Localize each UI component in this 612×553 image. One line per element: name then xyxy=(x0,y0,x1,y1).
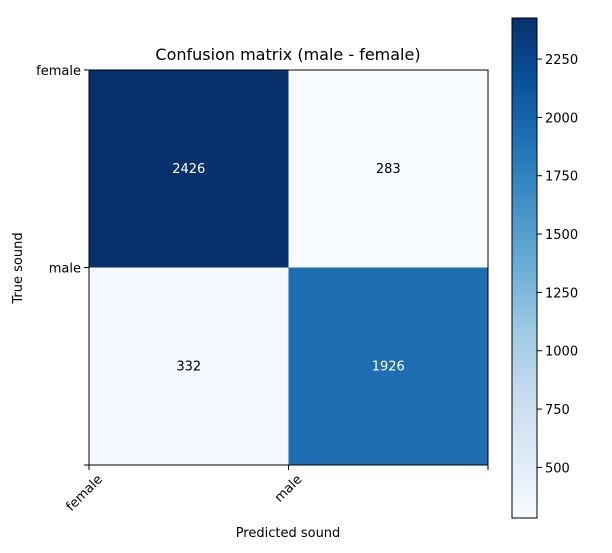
colorbar-ticks: 500 750 1000 1250 1500 1750 2000 2250 xyxy=(537,53,578,476)
y-axis: female male xyxy=(36,64,89,466)
heatmap-cell xyxy=(288,267,489,466)
heatmap-cell xyxy=(89,267,289,466)
colorbar-tick-label: 1500 xyxy=(545,228,578,243)
y-tick-label: male xyxy=(49,262,81,277)
colorbar-tick-label: 750 xyxy=(545,403,570,418)
colorbar-tick-label: 2000 xyxy=(545,111,578,126)
cell-value-label: 283 xyxy=(376,162,401,177)
heatmap-cell-labels: 2426 283 332 1926 xyxy=(172,162,405,375)
colorbar xyxy=(511,17,538,519)
cell-value-label: 332 xyxy=(176,359,201,374)
colorbar-tick-label: 1250 xyxy=(545,286,578,301)
heatmap-cell xyxy=(288,70,489,268)
chart-title: Confusion matrix (male - female) xyxy=(155,45,420,64)
colorbar-tick-label: 1000 xyxy=(545,345,578,360)
colorbar-tick-label: 500 xyxy=(545,461,570,476)
cell-value-label: 2426 xyxy=(172,162,205,177)
colorbar-tick-label: 2250 xyxy=(545,53,578,68)
heatmap-cells xyxy=(89,70,489,466)
colorbar-tick-label: 1750 xyxy=(545,170,578,185)
y-tick-label: female xyxy=(36,64,81,79)
cell-value-label: 1926 xyxy=(372,359,405,374)
heatmap-cell xyxy=(89,70,289,268)
x-axis-label: Predicted sound xyxy=(236,526,341,541)
y-axis-label: True sound xyxy=(11,232,26,304)
